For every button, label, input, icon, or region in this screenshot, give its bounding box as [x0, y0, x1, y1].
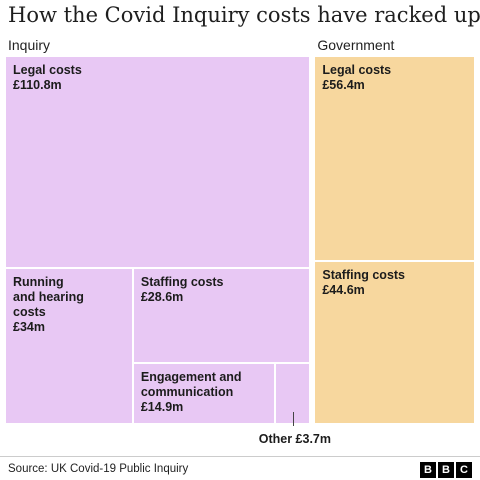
group-label-government: Government [317, 37, 395, 53]
tile-category: Engagement and communication [140, 369, 242, 399]
tile-value: £14.9m [140, 399, 184, 414]
tile-category: Staffing costs [322, 268, 406, 283]
tile-value: £44.6m [322, 283, 365, 298]
footer-divider [0, 456, 480, 457]
treemap-tile-inquiry-legal: Legal costs £110.8m [5, 56, 311, 269]
treemap-tile-government-legal: Legal costs £56.4m [314, 56, 475, 262]
tile-label: Legal costs £110.8m [13, 63, 305, 93]
tile-value: £110.8m [13, 78, 62, 92]
callout-label-other: Other £3.7m [258, 432, 331, 446]
tile-category: Legal costs [13, 63, 82, 77]
tile-value: £34m [13, 320, 45, 335]
treemap-tile-government-staffing: Staffing costs £44.6m [314, 261, 475, 424]
tile-label: Staffing costs £28.6m [141, 275, 306, 305]
chart-title: How the Covid Inquiry costs have racked … [8, 3, 480, 27]
tile-label: Legal costs £56.4m [322, 63, 470, 93]
bbc-logo-letter: B [438, 462, 454, 478]
tile-label: Engagement and communication £14.9m [141, 370, 270, 415]
treemap-tile-inquiry-other [275, 362, 311, 424]
tile-category: Staffing costs [140, 275, 224, 290]
treemap-tile-inquiry-running: Running and hearing costs £34m [5, 268, 133, 424]
group-label-inquiry: Inquiry [8, 37, 51, 53]
callout-line-other [293, 412, 294, 426]
bbc-logo: B B C [420, 462, 472, 478]
bbc-logo-letter: B [420, 462, 436, 478]
tile-category: Legal costs [322, 63, 392, 77]
bbc-logo-letter: C [456, 462, 472, 478]
tile-category: Running and hearing costs [13, 275, 84, 320]
treemap-tile-inquiry-engagement: Engagement and communication £14.9m [132, 362, 276, 424]
treemap-tile-inquiry-staffing: Staffing costs £28.6m [132, 268, 311, 363]
source-note: Source: UK Covid-19 Public Inquiry [8, 463, 189, 475]
tile-value: £28.6m [140, 290, 184, 305]
tile-label: Staffing costs £44.6m [322, 268, 470, 298]
tile-label: Running and hearing costs £34m [13, 275, 128, 335]
tile-value: £56.4m [322, 78, 365, 92]
